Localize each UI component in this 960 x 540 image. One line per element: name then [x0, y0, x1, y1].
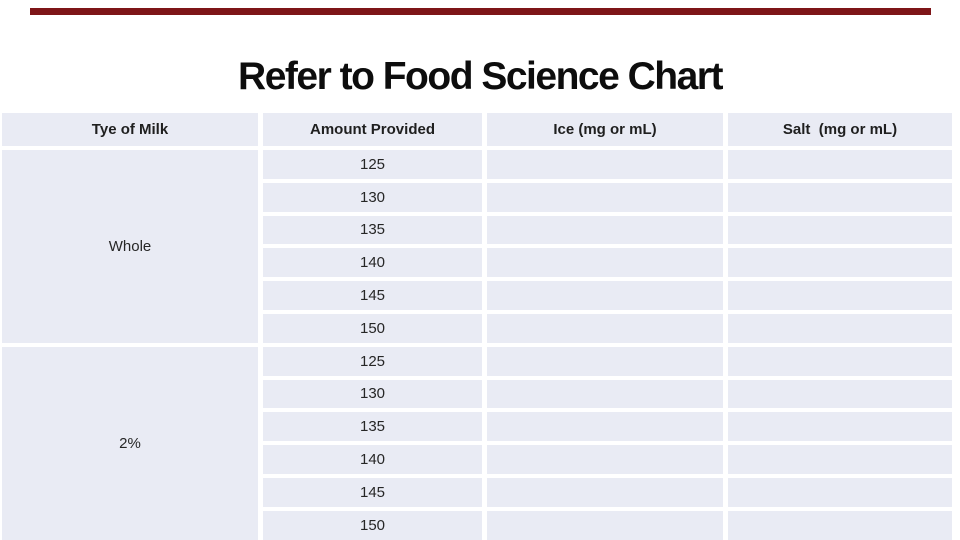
- ice-cell: [487, 281, 723, 310]
- milk-type-cell-whole: Whole: [2, 150, 258, 343]
- amount-cell: 130: [263, 182, 482, 212]
- amount-cell: 140: [263, 445, 482, 474]
- salt-cell: [728, 313, 952, 343]
- ice-cell: [487, 150, 723, 179]
- food-science-table: Tye of Milk Amount Provided Ice (mg or m…: [2, 113, 952, 540]
- ice-cell: [487, 445, 723, 474]
- ice-cell: [487, 379, 723, 409]
- salt-cell: [728, 215, 952, 245]
- ice-cell: [487, 313, 723, 343]
- salt-cell: [728, 510, 952, 540]
- amount-cell: 145: [263, 477, 482, 507]
- column-header-ice: Ice (mg or mL): [487, 113, 723, 146]
- top-accent-bar: [30, 8, 931, 15]
- ice-cell: [487, 182, 723, 212]
- salt-cell: [728, 379, 952, 409]
- slide-title: Refer to Food Science Chart: [238, 55, 723, 98]
- amount-cell: 130: [263, 379, 482, 409]
- column-header-amount-provided: Amount Provided: [263, 113, 482, 146]
- amount-cell: 150: [263, 510, 482, 540]
- salt-cell: [728, 412, 952, 442]
- amount-cell: 145: [263, 281, 482, 310]
- milk-type-cell-2percent: 2%: [2, 346, 258, 540]
- amount-cell: 150: [263, 313, 482, 343]
- amount-cell: 140: [263, 248, 482, 278]
- amount-cell: 125: [263, 150, 482, 179]
- salt-cell: [728, 346, 952, 376]
- salt-cell: [728, 182, 952, 212]
- ice-cell: [487, 215, 723, 245]
- column-header-salt: Salt (mg or mL): [728, 113, 952, 146]
- amount-cell: 135: [263, 412, 482, 442]
- ice-cell: [487, 477, 723, 507]
- salt-cell: [728, 281, 952, 310]
- amount-cell: 125: [263, 346, 482, 376]
- ice-cell: [487, 510, 723, 540]
- amount-cell: 135: [263, 215, 482, 245]
- salt-cell: [728, 477, 952, 507]
- salt-cell: [728, 248, 952, 278]
- ice-cell: [487, 412, 723, 442]
- salt-cell: [728, 445, 952, 474]
- salt-cell: [728, 150, 952, 179]
- ice-cell: [487, 248, 723, 278]
- ice-cell: [487, 346, 723, 376]
- column-header-milk-type: Tye of Milk: [2, 113, 258, 146]
